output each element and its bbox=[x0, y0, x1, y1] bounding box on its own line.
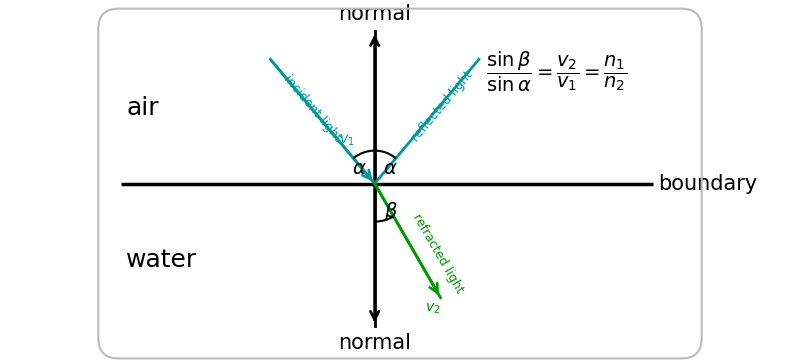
Text: normal: normal bbox=[338, 333, 411, 353]
Text: normal: normal bbox=[338, 4, 411, 24]
Text: $\beta$: $\beta$ bbox=[384, 200, 398, 223]
Text: air: air bbox=[126, 96, 159, 119]
Text: $\dfrac{\sin\beta}{\sin\alpha} = \dfrac{v_2}{v_1} = \dfrac{n_1}{n_2}$: $\dfrac{\sin\beta}{\sin\alpha} = \dfrac{… bbox=[486, 50, 627, 94]
Text: $\alpha$: $\alpha$ bbox=[352, 159, 366, 178]
Text: water: water bbox=[126, 248, 198, 271]
Text: incident light: incident light bbox=[281, 73, 343, 144]
Text: $\alpha$: $\alpha$ bbox=[382, 159, 397, 178]
Text: $v_2$: $v_2$ bbox=[426, 302, 441, 316]
Text: $v_1$: $v_1$ bbox=[339, 133, 354, 148]
Text: refracted light: refracted light bbox=[410, 212, 466, 296]
Text: boundary: boundary bbox=[658, 174, 758, 193]
Text: reflected light: reflected light bbox=[409, 68, 475, 144]
